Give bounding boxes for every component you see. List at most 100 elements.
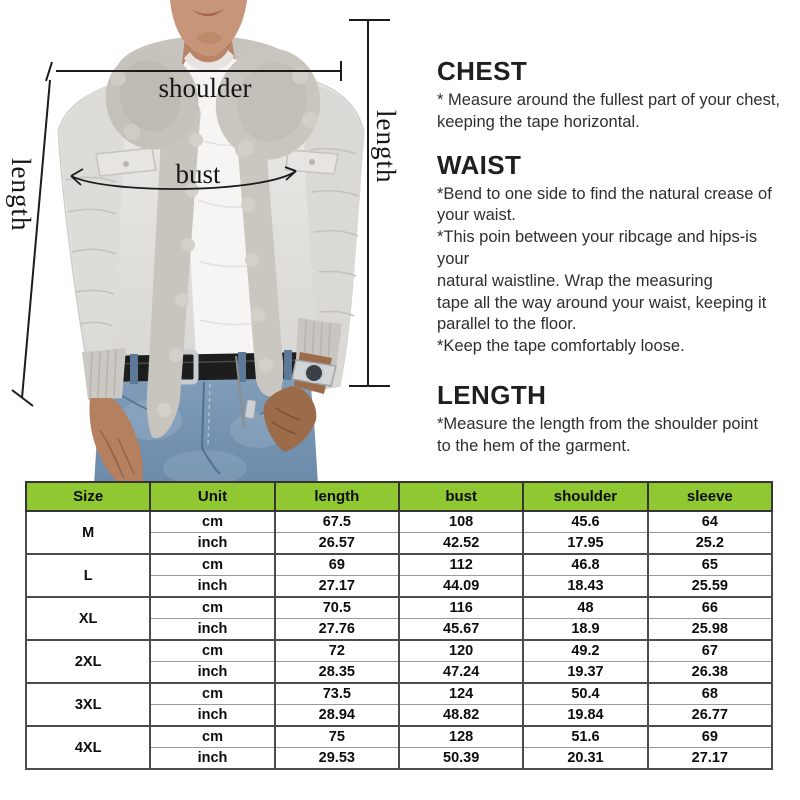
measurement-value: 68 [646,682,774,705]
measurement-value: 45.67 [397,618,525,641]
bust-annotation-label: bust [175,159,221,189]
measurement-value: 25.98 [646,618,774,641]
column-header-unit: Unit [149,481,276,512]
measurement-value: 66 [646,596,774,619]
measurement-value: 26.57 [273,532,400,555]
length-heading: LENGTH [437,379,547,410]
measurement-value: 64 [646,510,774,533]
measurement-lines [11,19,390,407]
measurement-value: 120 [397,639,525,662]
measurement-value: 27.17 [273,575,400,598]
measurement-value: 73.5 [273,682,400,705]
instruction-line: keeping the tape horizontal. [437,112,640,131]
measurement-value: 51.6 [522,725,649,748]
measurement-value: 128 [397,725,525,748]
measurement-value: 19.84 [522,704,649,727]
measurement-value: 50.4 [522,682,649,705]
measurement-value: 116 [397,596,525,619]
unit-label: inch [149,661,276,684]
size-label: XL [24,596,152,641]
measurement-value: 29.53 [273,747,400,770]
measurement-value: 112 [397,553,525,576]
column-header-bust: bust [397,481,525,512]
measurement-value: 18.9 [522,618,649,641]
instruction-line: *Keep the tape comfortably loose. [437,337,685,356]
instruction-line: *Measure the length from the shoulder po… [437,414,759,433]
measurement-value: 25.2 [646,532,774,555]
jacket-model-illustration [11,0,390,485]
instruction-line: tape all the way around your waist, keep… [437,293,767,312]
measurement-value: 27.17 [646,747,774,770]
unit-label: inch [149,704,276,727]
size-row-3xl-cm: 3XL cm 73.5 124 50.4 68 [24,682,774,727]
measurement-value: 17.95 [522,532,649,555]
instruction-line: * Measure around the fullest part of you… [437,91,781,109]
measurement-value: 70.5 [273,596,400,619]
unit-label: cm [149,725,276,748]
unit-label: cm [149,682,276,705]
measurement-value: 50.39 [397,747,525,770]
measurement-value: 65 [646,553,774,576]
unit-label: inch [149,532,276,555]
measurement-value: 25.59 [646,575,774,598]
length-annotation-label-left: length [6,158,36,232]
shoulder-annotation-label: shoulder [158,73,252,103]
unit-label: cm [149,553,276,576]
measurement-value: 44.09 [397,575,525,598]
size-label: L [24,553,152,598]
size-label: 3XL [24,682,152,727]
instruction-line: your waist. [437,206,516,225]
size-row-4xl-cm: 4XL cm 75 128 51.6 69 [24,725,774,770]
unit-label: inch [149,575,276,598]
instruction-line: natural waistline. Wrap the measuring [437,271,713,290]
size-chart-header: Size Unit length bust shoulder sleeve [24,481,774,512]
measuring-instructions: CHEST * Measure around the fullest part … [437,56,793,458]
measurement-value: 27.76 [273,618,400,641]
size-row-4xl-inch: inch 29.53 50.39 20.31 27.17 [26,747,774,770]
measurement-value: 28.94 [273,704,400,727]
size-row-xl-cm: XL cm 70.5 116 48 66 [24,596,774,641]
measurement-value: 48.82 [397,704,525,727]
size-label: M [24,510,152,555]
column-header-length: length [273,481,400,512]
measurement-value: 124 [397,682,525,705]
unit-label: cm [149,639,276,662]
length-annotation-label-right: length [371,110,401,184]
unit-label: cm [149,596,276,619]
instruction-line: *Bend to one side to find the natural cr… [437,184,772,203]
measurement-value: 47.24 [397,661,525,684]
measurement-value: 69 [273,553,400,576]
measurement-value: 26.77 [646,704,774,727]
size-row-3xl-inch: inch 28.94 48.82 19.84 26.77 [26,704,774,727]
size-row-2xl-cm: 2XL cm 72 120 49.2 67 [24,639,774,684]
product-photo: shoulder bust length length [0,0,430,485]
measurement-value: 26.38 [646,661,774,684]
size-label: 4XL [24,725,152,770]
size-row-m-inch: inch 26.57 42.52 17.95 25.2 [26,532,774,555]
measurement-value: 46.8 [522,553,649,576]
instruction-line: *This poin between your ribcage and hips… [437,228,758,268]
waist-heading: WAIST [437,149,522,180]
instruction-line: parallel to the floor. [437,315,577,334]
measurement-value: 20.31 [522,747,649,770]
measurement-value: 28.35 [273,661,400,684]
measurement-value: 49.2 [522,639,649,662]
size-label: 2XL [24,639,152,684]
measurement-value: 19.37 [522,661,649,684]
measurement-value: 72 [273,639,400,662]
measurement-value: 75 [273,725,400,748]
chest-heading: CHEST [437,56,528,86]
measurement-value: 67 [646,639,774,662]
unit-label: cm [149,510,276,533]
instruction-line: to the hem of the garment. [437,436,631,455]
unit-label: inch [149,747,276,770]
column-header-shoulder: shoulder [522,481,649,512]
measurement-value: 45.6 [522,510,649,533]
measurement-value: 42.52 [397,532,525,555]
measurement-value: 18.43 [522,575,649,598]
